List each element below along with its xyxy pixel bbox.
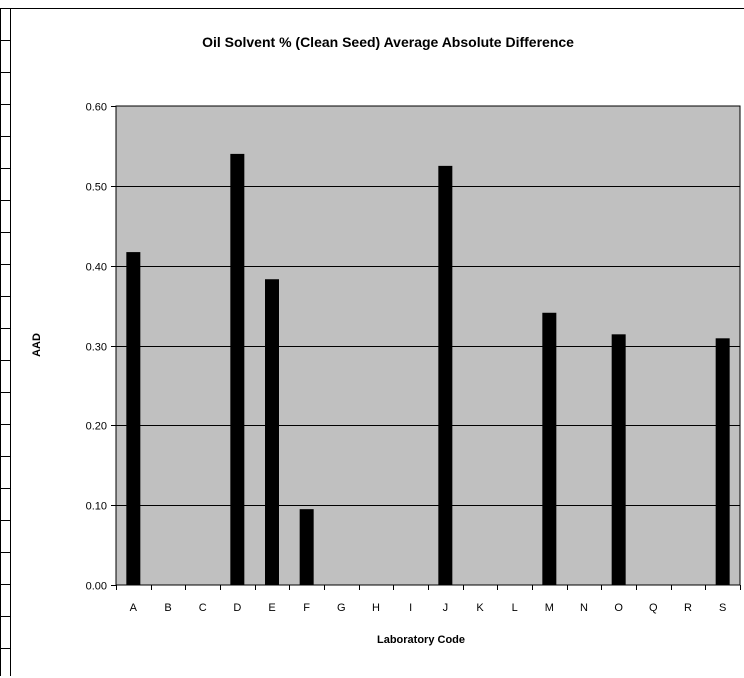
x-tick-label: D	[233, 602, 241, 614]
plot-area	[115, 105, 741, 586]
x-tick-label: R	[684, 602, 692, 614]
bar-f	[299, 509, 314, 585]
x-tick-label: A	[130, 602, 138, 614]
x-tick-label: Q	[649, 602, 658, 614]
y-tick-label: 0.00	[86, 581, 107, 593]
x-tick-label: B	[164, 602, 171, 614]
x-tick-label: E	[268, 602, 275, 614]
y-tick-label: 0.20	[86, 421, 107, 433]
y-tick-label: 0.40	[86, 262, 107, 274]
bar-m	[542, 312, 557, 585]
y-axis: 0.00 0.10 0.20 0.30 0.40 0.50 0.60	[86, 102, 116, 593]
bar-o	[611, 334, 626, 585]
gridlines	[116, 186, 740, 506]
bar-s	[715, 338, 730, 585]
x-tick-label: C	[199, 602, 207, 614]
left-table-border	[0, 8, 744, 676]
x-tick-label: N	[580, 602, 588, 614]
x-tick-label: M	[545, 602, 554, 614]
chart-title: Oil Solvent % (Clean Seed) Average Absol…	[202, 34, 574, 50]
x-axis-title: Laboratory Code	[377, 634, 465, 646]
x-tick-label: K	[476, 602, 484, 614]
y-tick-label: 0.10	[86, 501, 107, 513]
x-tick-label: O	[614, 602, 623, 614]
bar-e	[265, 279, 279, 585]
bar-j	[438, 165, 453, 585]
y-tick-label: 0.50	[86, 182, 107, 194]
x-tick-label: F	[303, 602, 310, 614]
x-tick-label: J	[443, 602, 449, 614]
x-tick-label: I	[409, 602, 412, 614]
x-tick-label: L	[512, 602, 518, 614]
bar-a	[126, 252, 141, 585]
x-tick-label: S	[719, 602, 726, 614]
x-tick-label: G	[337, 602, 346, 614]
bars	[126, 153, 730, 585]
x-tick-label: H	[372, 602, 380, 614]
y-axis-title: AAD	[31, 333, 43, 357]
y-tick-label: 0.60	[86, 102, 107, 114]
bar-d	[230, 153, 245, 585]
y-tick-label: 0.30	[86, 342, 107, 354]
